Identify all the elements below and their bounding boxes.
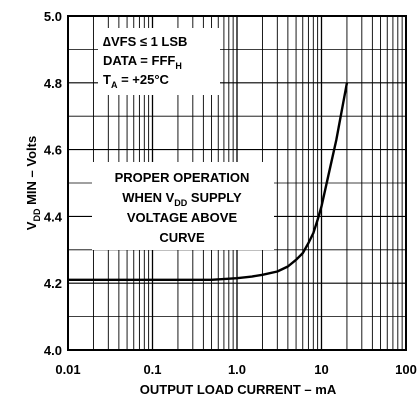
y-tick-label: 4.6: [44, 143, 62, 158]
x-tick-label: 10: [314, 362, 328, 377]
y-axis-label: VDD MIN – Volts: [24, 136, 42, 230]
y-tick-label: 5.0: [44, 9, 62, 24]
tick-labels: 0.01 0.1 1.0 10 100 4.0 4.2 4.4 4.6 4.8 5.0: [44, 9, 417, 377]
x-tick-label: 1.0: [228, 362, 246, 377]
conditions-box: [98, 28, 220, 95]
condition-line: DATA = FFFH: [103, 53, 182, 71]
y-tick-label: 4.0: [44, 343, 62, 358]
curve-layer: [68, 82, 349, 282]
region-box: [92, 162, 274, 250]
x-axis-label: OUTPUT LOAD CURRENT – mA: [140, 382, 337, 397]
region-line: PROPER OPERATION: [115, 170, 250, 185]
plot-frame: [67, 15, 407, 351]
region-line: VOLTAGE ABOVE: [127, 210, 238, 225]
condition-line: ∆VFS ≤ 1 LSB: [103, 34, 187, 49]
x-tick-label: 0.01: [55, 362, 80, 377]
x-tick-label: 100: [395, 362, 417, 377]
y-tick-label: 4.8: [44, 76, 62, 91]
series-line: [68, 82, 349, 282]
y-tick-label: 4.2: [44, 276, 62, 291]
x-tick-label: 0.1: [143, 362, 161, 377]
plot-border: [67, 15, 407, 351]
y-tick-label: 4.4: [44, 209, 63, 224]
region-line: WHEN VDD SUPPLY: [122, 190, 242, 208]
condition-line: TA = +25°C: [103, 72, 170, 90]
region-line: CURVE: [159, 230, 205, 245]
